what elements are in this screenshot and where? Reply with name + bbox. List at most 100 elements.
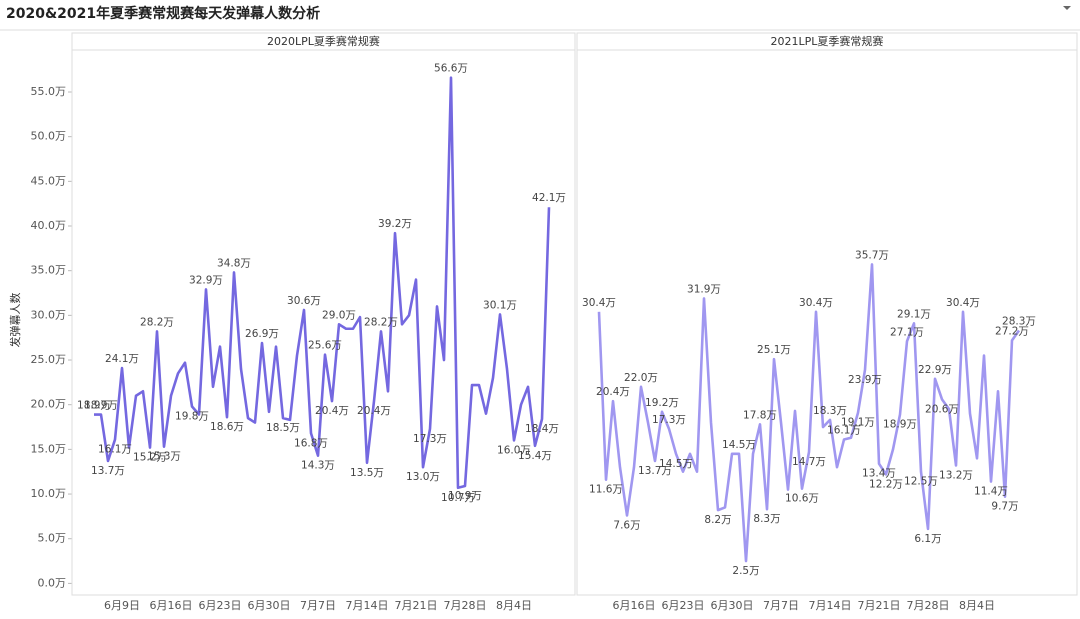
data-label: 8.2万 xyxy=(704,514,731,526)
y-tick-label: 50.0万 xyxy=(31,130,67,143)
menu-arrow[interactable] xyxy=(1063,6,1071,10)
x-tick-label: 7月21日 xyxy=(395,599,438,612)
data-label: 18.6万 xyxy=(210,421,244,433)
data-label: 20.4万 xyxy=(357,405,391,417)
data-label: 29.0万 xyxy=(322,309,356,321)
x-tick-label: 6月30日 xyxy=(711,599,754,612)
x-tick-label: 6月9日 xyxy=(104,599,140,612)
data-label: 10.7万 xyxy=(441,492,475,504)
data-label: 30.4万 xyxy=(799,297,833,309)
data-label: 18.9万 xyxy=(883,419,917,431)
x-tick-label: 7月28日 xyxy=(444,599,487,612)
data-label: 13.2万 xyxy=(939,469,973,481)
data-label: 2.5万 xyxy=(732,565,759,577)
data-label: 10.9万 xyxy=(448,490,482,502)
data-label: 42.1万 xyxy=(532,192,566,204)
data-label: 13.7万 xyxy=(638,465,672,477)
data-label: 30.1万 xyxy=(483,299,517,311)
data-label: 22.0万 xyxy=(624,372,658,384)
data-label: 18.9万 xyxy=(77,400,111,412)
data-label: 7.6万 xyxy=(613,519,640,531)
data-label: 18.4万 xyxy=(525,423,559,435)
x-tick-label: 8月4日 xyxy=(959,599,995,612)
data-label: 13.5万 xyxy=(350,467,384,479)
data-label: 19.1万 xyxy=(841,417,875,429)
data-label: 19.8万 xyxy=(175,410,209,422)
data-label: 18.9万 xyxy=(84,400,118,412)
data-label: 20.6万 xyxy=(925,403,959,415)
panel-title: 2020LPL夏季赛常规赛 xyxy=(267,34,380,48)
data-label: 23.9万 xyxy=(848,374,882,386)
data-label: 19.2万 xyxy=(645,397,679,409)
data-label: 16.1万 xyxy=(827,425,861,437)
data-label: 20.4万 xyxy=(596,386,630,398)
data-label: 14.7万 xyxy=(792,456,826,468)
data-label: 32.9万 xyxy=(189,274,223,286)
y-tick-label: 0.0万 xyxy=(38,576,67,589)
y-tick-label: 20.0万 xyxy=(31,398,67,411)
panel-title: 2021LPL夏季赛常规赛 xyxy=(771,34,884,48)
panel-frame xyxy=(576,32,1078,596)
data-line xyxy=(597,263,1021,563)
data-label: 11.4万 xyxy=(974,486,1008,498)
x-tick-label: 7月14日 xyxy=(809,599,852,612)
data-line xyxy=(94,76,551,490)
data-label: 9.7万 xyxy=(991,501,1018,513)
data-label: 14.3万 xyxy=(301,460,335,472)
y-tick-label: 45.0万 xyxy=(31,174,67,187)
data-label: 13.4万 xyxy=(862,468,896,480)
data-label: 28.2万 xyxy=(140,316,174,328)
data-label: 13.0万 xyxy=(406,471,440,483)
x-tick-label: 6月23日 xyxy=(662,599,705,612)
data-label: 27.2万 xyxy=(995,325,1029,337)
data-label: 22.9万 xyxy=(918,364,952,376)
x-tick-label: 7月14日 xyxy=(346,599,389,612)
data-label: 18.3万 xyxy=(813,405,847,417)
x-tick-label: 6月30日 xyxy=(248,599,291,612)
data-label: 26.9万 xyxy=(245,328,279,340)
data-label: 27.1万 xyxy=(890,326,924,338)
data-label: 14.5万 xyxy=(659,458,693,470)
x-tick-label: 7月7日 xyxy=(300,599,336,612)
data-label: 25.6万 xyxy=(308,340,342,352)
data-label: 16.1万 xyxy=(98,444,132,456)
panel-frame xyxy=(71,32,576,596)
data-label: 30.4万 xyxy=(946,297,980,309)
data-label: 10.6万 xyxy=(785,493,819,505)
x-tick-label: 6月16日 xyxy=(150,599,193,612)
chart-title: 2020&2021年夏季赛常规赛每天发弹幕人数分析 xyxy=(6,5,320,22)
data-label: 11.6万 xyxy=(589,484,623,496)
y-tick-label: 35.0万 xyxy=(31,264,67,277)
y-axis-label: 发弹幕人数 xyxy=(8,293,22,348)
data-label: 34.8万 xyxy=(217,257,251,269)
y-tick-label: 25.0万 xyxy=(31,353,67,366)
data-label: 28.2万 xyxy=(364,316,398,328)
data-label: 15.3万 xyxy=(147,451,181,463)
data-label: 6.1万 xyxy=(914,533,941,545)
y-tick-label: 10.0万 xyxy=(31,487,67,500)
y-tick-label: 15.0万 xyxy=(31,442,67,455)
data-label: 30.4万 xyxy=(582,297,616,309)
data-label: 29.1万 xyxy=(897,308,931,320)
data-label: 24.1万 xyxy=(105,353,139,365)
data-label: 31.9万 xyxy=(687,283,721,295)
data-label: 13.7万 xyxy=(91,465,125,477)
x-tick-label: 8月4日 xyxy=(496,599,532,612)
x-tick-label: 7月21日 xyxy=(858,599,901,612)
data-label: 16.0万 xyxy=(497,444,531,456)
data-label: 12.5万 xyxy=(904,476,938,488)
data-label: 39.2万 xyxy=(378,218,412,230)
data-label: 28.3万 xyxy=(1002,316,1036,328)
x-tick-label: 6月16日 xyxy=(613,599,656,612)
data-label: 14.5万 xyxy=(722,439,756,451)
data-label: 17.8万 xyxy=(743,409,777,421)
data-label: 17.3万 xyxy=(652,414,686,426)
data-label: 25.1万 xyxy=(757,344,791,356)
data-label: 15.2万 xyxy=(133,452,167,464)
data-label: 20.4万 xyxy=(315,405,349,417)
y-tick-label: 55.0万 xyxy=(31,85,67,98)
y-tick-label: 30.0万 xyxy=(31,308,67,321)
y-tick-label: 40.0万 xyxy=(31,219,67,232)
data-label: 56.6万 xyxy=(434,63,468,75)
data-label: 8.3万 xyxy=(753,513,780,525)
